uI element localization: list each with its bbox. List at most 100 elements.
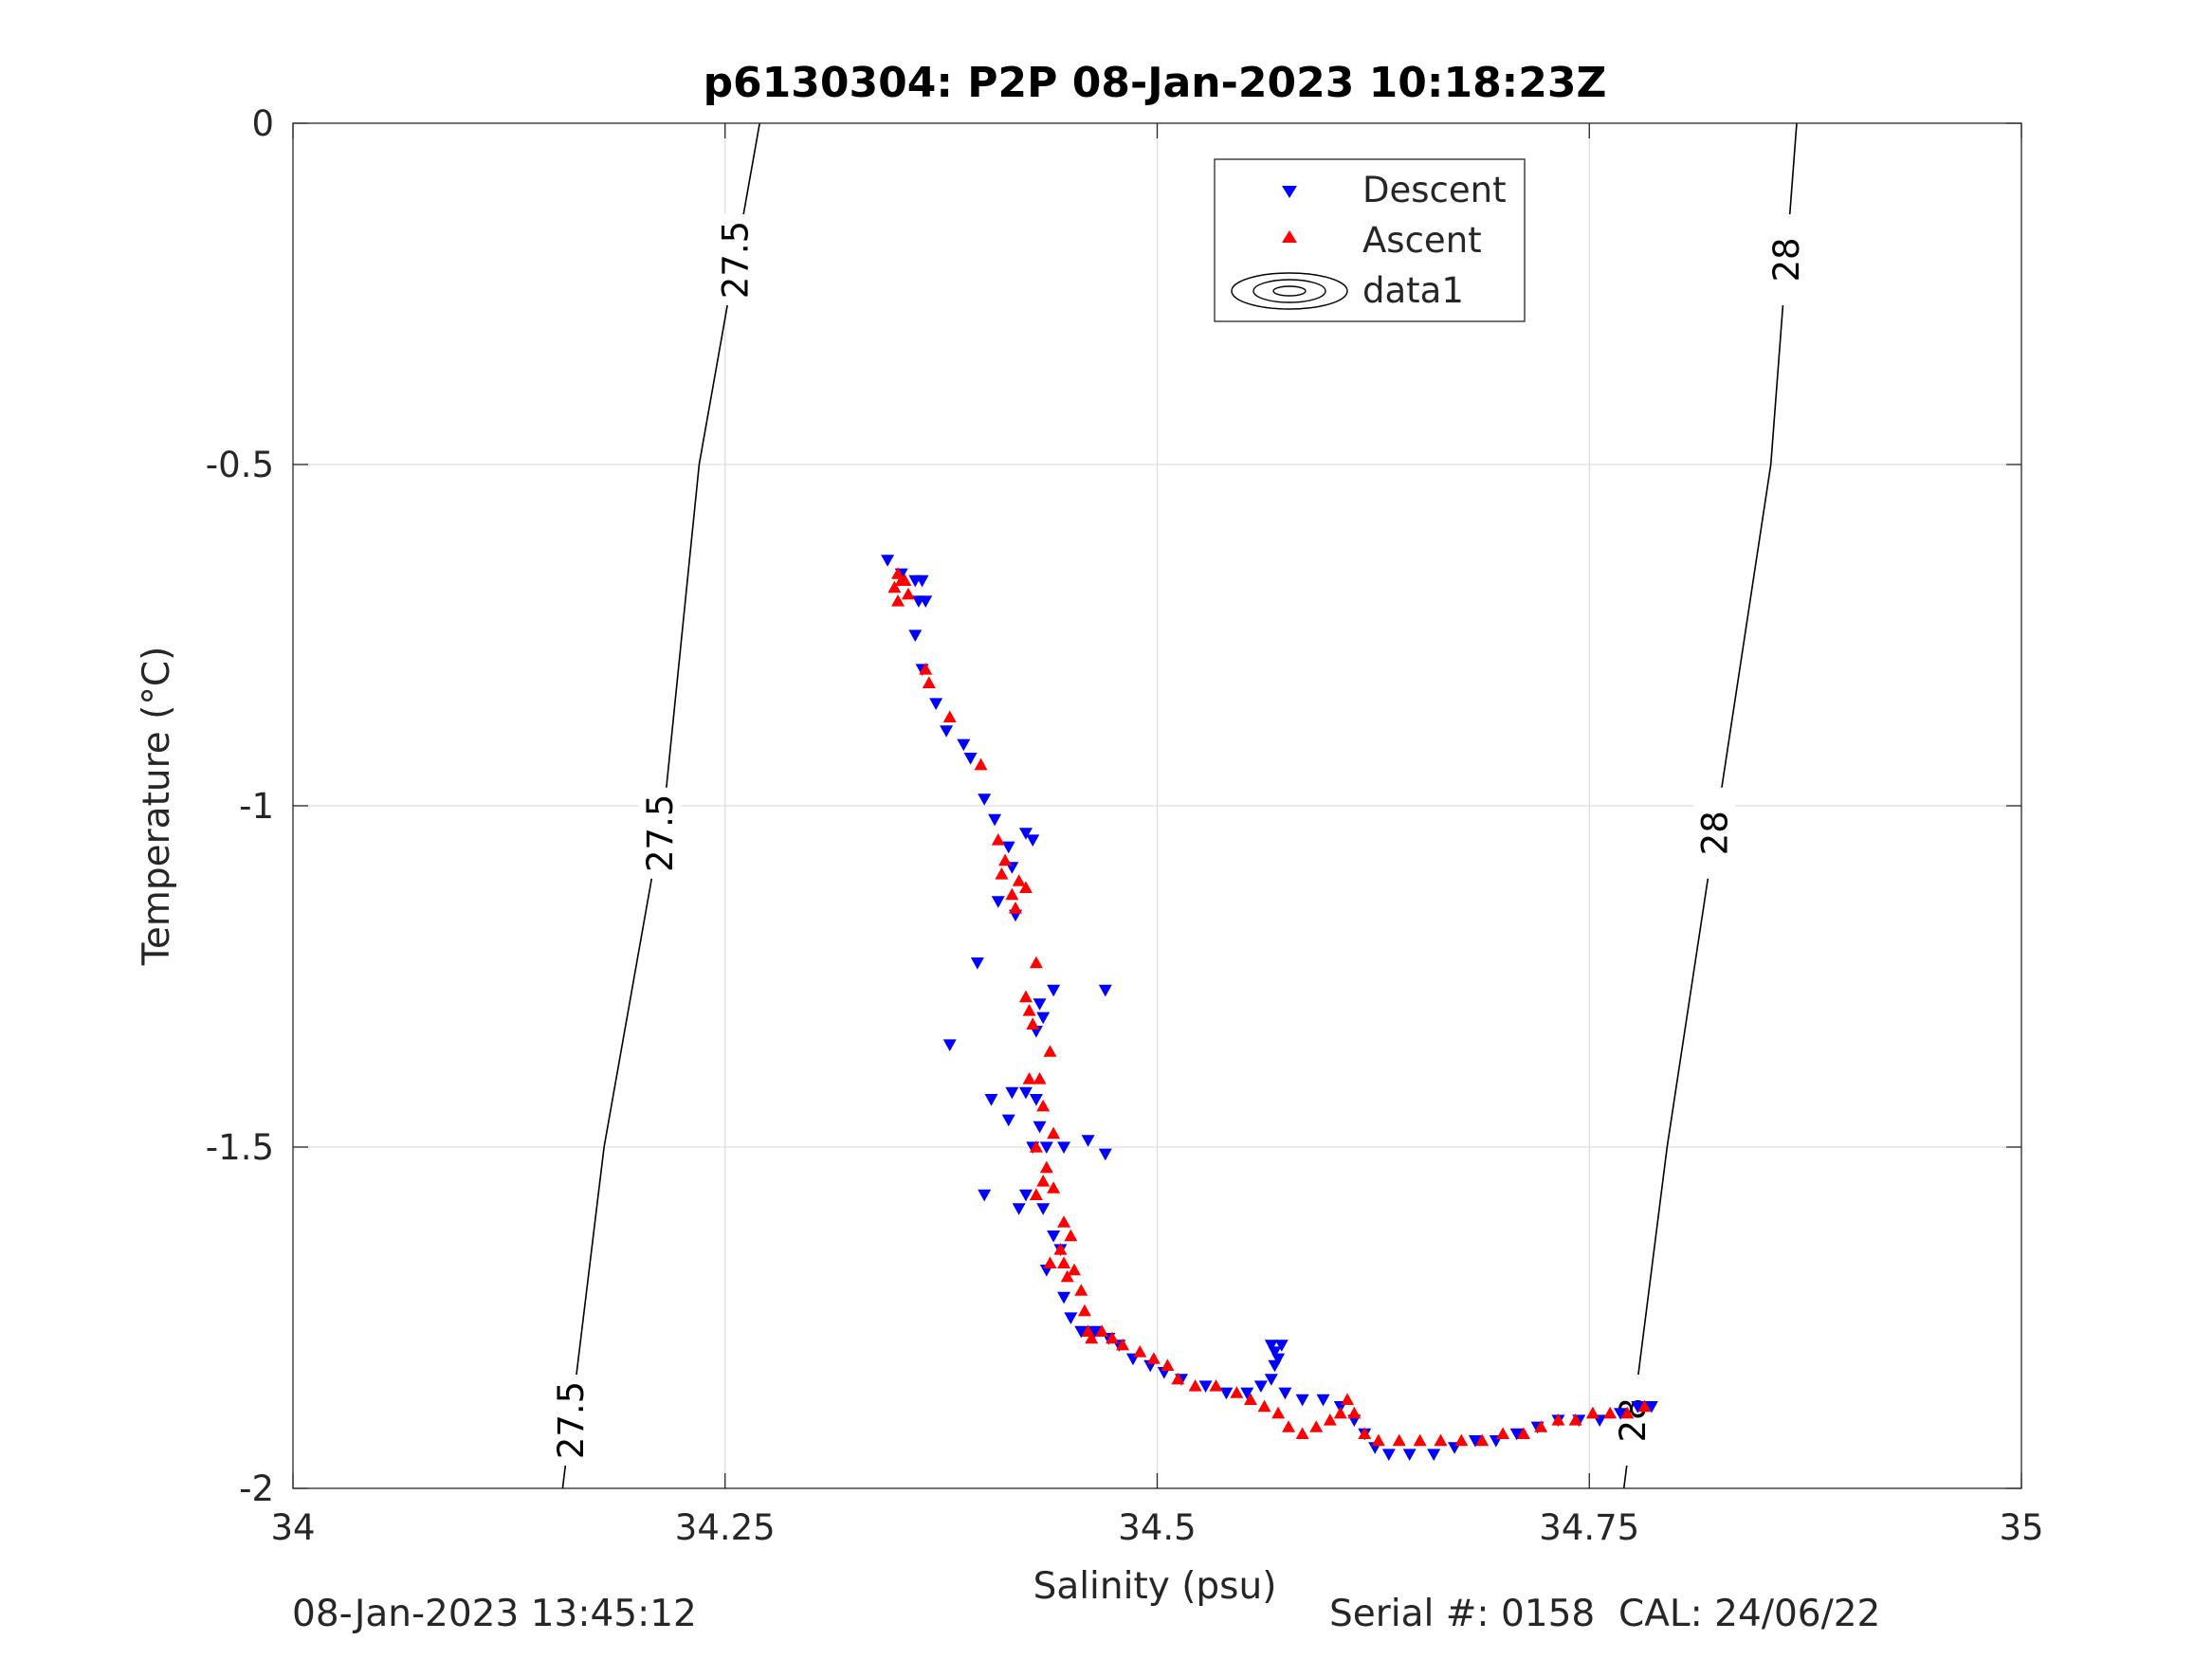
descent-point [942,1039,957,1051]
descent-point [1029,1094,1043,1106]
contour-label-backdrop [1765,214,1808,305]
ascent-point [1230,1386,1244,1398]
ascent-point [1133,1345,1147,1358]
ascent-point [1603,1406,1618,1419]
descent-point [1036,1203,1051,1215]
series-descent [881,555,1658,1461]
ascent-point [894,574,908,586]
ascent-point [919,663,933,675]
ascent-point [1060,1269,1074,1283]
contour-label: 27.5 [551,1381,592,1459]
ascent-point [1085,1331,1099,1344]
descent-point [929,698,943,710]
descent-point [908,629,923,642]
contour-label-backdrop [638,787,681,879]
descent-point [1074,1325,1088,1339]
descent-point [1198,1380,1213,1393]
ascent-point [1022,1072,1036,1085]
legend-descent-label: Descent [1362,170,1507,210]
ascent-point [1496,1427,1510,1439]
descent-point [1268,1346,1282,1358]
ascent-point [1347,1406,1362,1419]
descent-point [919,595,933,608]
ascent-point [1029,1140,1043,1153]
descent-point [978,1189,992,1202]
descent-point [988,813,1002,827]
grid-lines [293,123,2021,1488]
ascent-point [1074,1284,1088,1296]
ascent-point [1047,1126,1061,1139]
ascent-point [1358,1427,1372,1439]
descent-point [991,896,1005,908]
ascent-point [974,757,988,771]
ascent-point [922,676,936,688]
ascent-point [1018,881,1033,893]
axis-ticks: 34 34.25 34.5 34.75 35 -2 -1.5 -1 -0.5 0 [206,103,2044,1548]
descent-point [957,738,971,752]
descent-point [1001,1114,1015,1127]
descent-point [1253,1380,1268,1393]
y-axis-label: Temperature (°C) [136,647,178,967]
ascent-point [1323,1413,1337,1426]
ascent-point [891,594,905,607]
ascent-point [1043,1256,1057,1268]
descent-point [1088,1325,1102,1339]
ascent-point [1018,990,1033,1003]
contour-label: 27.5 [716,221,757,299]
ascent-point [1392,1433,1406,1447]
contour-label-backdrop [1611,1375,1654,1466]
descent-point [1012,1203,1026,1215]
x-tick-label: 34.25 [675,1507,776,1548]
footer-serial-calibration: Serial #: 0158 CAL: 24/06/22 [1329,1593,1881,1635]
ascent-point [1341,1393,1355,1405]
ascent-point [1067,1263,1081,1276]
ascent-point [1106,1331,1120,1344]
x-tick-label: 34.75 [1539,1507,1639,1548]
ascent-point [1282,1420,1296,1432]
ascent-point [1029,1188,1043,1200]
ascent-point [1516,1427,1530,1439]
ascent-point [1585,1406,1600,1419]
y-tick-label: -1.5 [206,1127,274,1168]
descent-point [1278,1387,1292,1400]
contour-label-backdrop [550,1375,593,1466]
ascent-point [1434,1433,1448,1447]
descent-point [1264,1374,1278,1386]
descent-point [970,957,984,970]
ascent-point [1309,1420,1324,1432]
ascent-point [1188,1379,1202,1392]
x-tick-label: 34.5 [1118,1507,1196,1548]
descent-point [1018,1086,1033,1100]
descent-point [1274,1340,1289,1352]
ascent-point [1413,1433,1427,1447]
descent-point [1240,1387,1254,1400]
contour-label-backdrop [714,214,757,305]
descent-point [1033,998,1047,1011]
ascent-point [1257,1399,1271,1413]
ascent-point [1036,1175,1051,1187]
legend: Descent Ascent data1 [1214,158,1526,322]
y-tick-label: -0.5 [206,445,274,485]
descent-point [1295,1394,1309,1407]
descent-point [1057,1291,1071,1304]
descent-point [1614,1408,1628,1420]
descent-point [1047,1231,1061,1243]
descent-point [1098,984,1112,997]
ascent-point [998,853,1013,866]
footer-timestamp: 08-Jan-2023 13:45:12 [292,1593,697,1635]
ascent-point [1005,887,1019,901]
ascent-point [1454,1433,1469,1447]
ascent-point [1009,902,1023,914]
descent-point [1033,1121,1047,1134]
descent-point [915,574,929,588]
x-tick-label: 34 [270,1507,315,1548]
descent-point [1427,1449,1441,1461]
descent-point [881,555,895,567]
descent-point [1509,1428,1524,1441]
ascent-point [1243,1393,1257,1405]
contour-label: 28 [1766,237,1807,282]
descent-point [1018,1189,1033,1202]
ascent-point [1534,1420,1548,1432]
